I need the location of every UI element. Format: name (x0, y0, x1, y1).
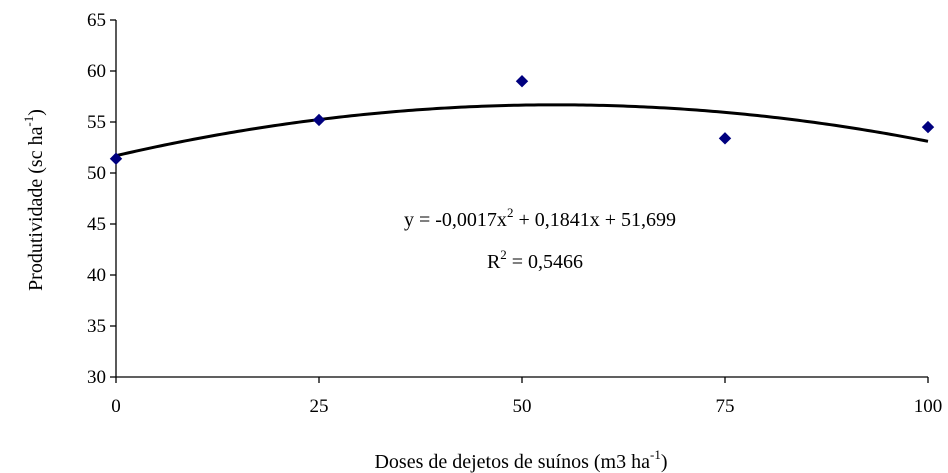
trendline (116, 105, 928, 156)
y-tick-label: 50 (87, 163, 106, 184)
y-tick-label: 30 (87, 367, 106, 388)
y-tick-label: 60 (87, 61, 106, 82)
x-tick-label: 50 (513, 396, 532, 417)
y-tick-label: 55 (87, 112, 106, 133)
y-tick-label: 45 (87, 214, 106, 235)
x-axis-label: Doses de dejetos de suínos (m3 ha-1) (374, 447, 667, 473)
axes (116, 20, 928, 377)
y-axis-ticks: 30 35 40 45 50 55 60 65 (87, 10, 116, 388)
data-point (923, 122, 934, 133)
x-axis-ticks: 0 25 50 75 100 (111, 377, 942, 417)
data-point (720, 133, 731, 144)
trendline-equation: y = -0,0017x2 + 0,1841x + 51,699 (404, 205, 676, 231)
x-tick-label: 25 (310, 396, 329, 417)
y-axis-label: Produtividade (sc ha-1) (21, 109, 47, 291)
y-tick-label: 40 (87, 265, 106, 286)
y-tick-label: 35 (87, 316, 106, 337)
r-squared: R2 = 0,5466 (487, 247, 583, 273)
data-point (517, 76, 528, 87)
y-tick-label: 65 (87, 10, 106, 31)
x-tick-label: 75 (716, 396, 735, 417)
x-tick-label: 0 (111, 396, 121, 417)
data-points (111, 76, 934, 165)
data-point (314, 114, 325, 125)
x-tick-label: 100 (914, 396, 943, 417)
